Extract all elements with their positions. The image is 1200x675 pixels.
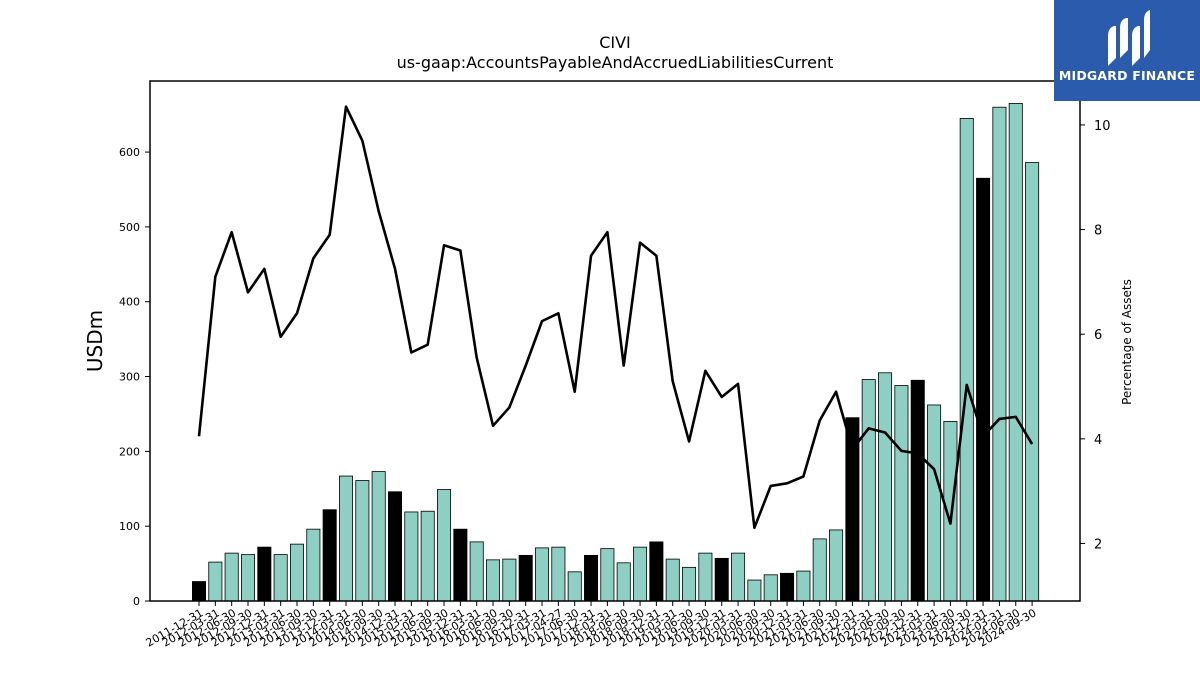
bar (649, 541, 664, 602)
bar (747, 579, 762, 602)
bar (780, 572, 795, 602)
bar (600, 548, 615, 602)
bar (306, 528, 321, 602)
bar (927, 404, 942, 602)
bar (437, 489, 452, 602)
bar (829, 529, 844, 602)
bar (1008, 103, 1023, 602)
y-tick-label: 500 (119, 221, 140, 234)
bar (404, 511, 419, 602)
bar (910, 379, 925, 602)
bar (224, 552, 239, 602)
bar (191, 581, 206, 602)
bar (763, 574, 778, 602)
bar (731, 552, 746, 602)
bar (208, 561, 223, 602)
bar (535, 547, 550, 602)
chart-subtitle: us-gaap:AccountsPayableAndAccruedLiabili… (396, 53, 834, 72)
bar (241, 554, 256, 602)
bar (551, 546, 566, 602)
bar (992, 106, 1007, 602)
bar (518, 554, 533, 602)
bar (469, 541, 484, 602)
y2-tick-label: 6 (1094, 328, 1102, 343)
bar (665, 558, 680, 602)
bar (682, 566, 697, 602)
midgard-finance-logo: MIDGARD FINANCE (1054, 0, 1200, 101)
y2-tick-label: 2 (1094, 537, 1102, 552)
bar (420, 510, 435, 602)
bar (567, 571, 582, 602)
bar (273, 554, 288, 602)
bar (959, 118, 974, 602)
bar (322, 509, 337, 602)
bar (486, 559, 501, 602)
plot-frame (149, 80, 1081, 602)
bar (502, 558, 517, 602)
bar (698, 552, 713, 602)
chart-title: CIVI (599, 33, 631, 52)
bar (976, 177, 991, 602)
y-axis-label: USDm (83, 310, 107, 372)
y-tick-label: 0 (133, 595, 140, 608)
y-tick-label: 600 (119, 146, 140, 159)
bar (290, 543, 305, 602)
bar (355, 480, 370, 602)
y2-tick-label: 10 (1094, 119, 1111, 134)
bar (812, 538, 827, 602)
bar (894, 385, 909, 602)
bar (796, 570, 811, 602)
logo-text: MIDGARD FINANCE (1058, 68, 1196, 83)
bar (257, 546, 272, 602)
bar (616, 562, 631, 602)
bar (714, 557, 729, 602)
bar (633, 546, 648, 602)
bar (584, 554, 599, 602)
bar (861, 379, 876, 602)
bar (1025, 162, 1040, 602)
y2-tick-label: 8 (1094, 224, 1102, 239)
bar (453, 528, 468, 602)
percentage-line (197, 105, 1034, 530)
bar (388, 491, 403, 602)
bar (339, 475, 354, 602)
y-tick-label: 100 (119, 520, 140, 533)
y-tick-label: 200 (119, 445, 140, 458)
bar (878, 372, 893, 602)
bar (371, 471, 386, 602)
y-tick-label: 300 (119, 371, 140, 384)
y-tick-label: 400 (119, 296, 140, 309)
y2-tick-label: 4 (1094, 433, 1102, 448)
midgard-logo-icon (1108, 10, 1150, 66)
y2-axis-label: Percentage of Assets (1120, 279, 1134, 405)
